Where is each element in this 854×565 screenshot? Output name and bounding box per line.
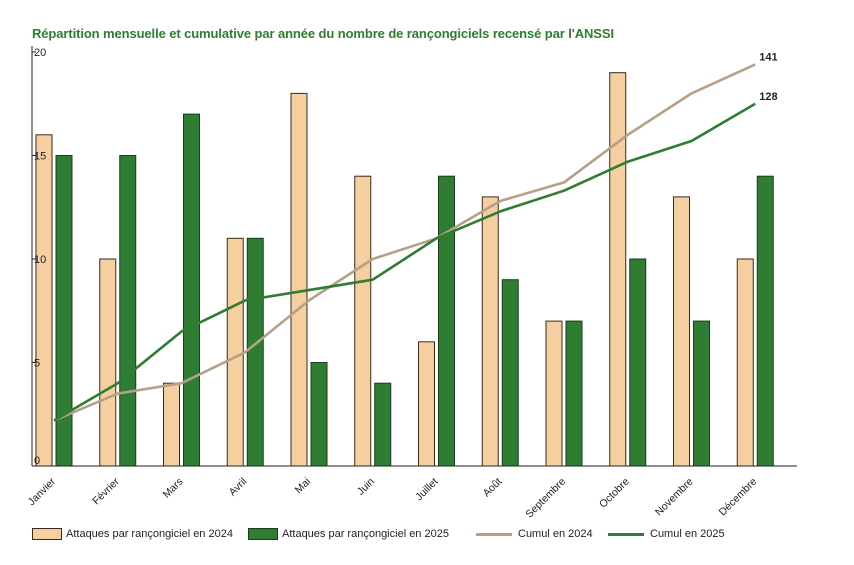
cumul-2024-line <box>53 63 756 422</box>
legend-item-cumul-2025: Cumul en 2025 <box>608 526 725 542</box>
bar-2024-9 <box>545 320 563 467</box>
y-tick-label: 20 <box>34 47 46 59</box>
bar-2025-11 <box>693 320 710 467</box>
bar-2025-7 <box>438 175 455 467</box>
y-tick-label: 0 <box>34 455 40 467</box>
bar-2025-10 <box>629 258 647 467</box>
x-tick-label: Juillet <box>413 476 441 504</box>
cumul-2025-line-end-label: 128 <box>759 91 777 103</box>
legend-item-bars-2025: Attaques par rançongiciel en 2025 <box>248 526 449 542</box>
bar-2025-4 <box>246 237 264 467</box>
legend-label-bars-2024: Attaques par rançongiciel en 2024 <box>66 528 233 540</box>
bar-2024-12 <box>736 258 754 467</box>
x-tick-label: Avril <box>227 476 250 499</box>
y-tick-label: 5 <box>34 358 40 370</box>
legend-swatch-cumul-2025 <box>608 532 644 536</box>
bar-2025-3 <box>183 113 200 467</box>
bar-2024-5 <box>290 92 308 467</box>
bar-2024-11 <box>673 196 690 467</box>
cumul-2024-line-end-label: 141 <box>759 51 777 63</box>
legend-label-bars-2025: Attaques par rançongiciel en 2025 <box>282 528 449 540</box>
x-tick-label: Février <box>90 475 122 507</box>
legend-swatch-bars-2025 <box>248 528 278 540</box>
chart-legend: Attaques par rançongiciel en 2024 Attaqu… <box>32 526 832 544</box>
chart-title: Répartition mensuelle et cumulative par … <box>32 26 614 41</box>
x-tick-label: Juin <box>355 476 377 498</box>
bar-2025-5 <box>310 362 328 467</box>
bar-2025-6 <box>374 382 392 467</box>
legend-label-cumul-2024: Cumul en 2024 <box>518 528 593 540</box>
legend-swatch-bars-2024 <box>32 528 62 540</box>
y-tick-label: 15 <box>34 151 46 163</box>
bar-2024-1 <box>35 134 53 467</box>
x-tick-label: Octobre <box>597 476 632 511</box>
bar-2025-9 <box>565 320 583 467</box>
bar-2024-8 <box>481 196 499 467</box>
y-tick-label: 10 <box>34 254 46 266</box>
bar-2024-2 <box>99 258 117 467</box>
x-tick-label: Septembre <box>523 476 568 521</box>
bar-2024-4 <box>226 237 244 467</box>
bar-2025-2 <box>119 155 137 467</box>
x-tick-label: Mai <box>293 476 313 496</box>
x-tick-label: Mars <box>161 476 186 501</box>
x-tick-label: Novembre <box>653 476 696 519</box>
legend-item-bars-2024: Attaques par rançongiciel en 2024 <box>32 526 233 542</box>
legend-item-cumul-2024: Cumul en 2024 <box>476 526 593 542</box>
bar-2024-3 <box>163 382 180 467</box>
x-tick-label: Décembre <box>717 476 760 519</box>
bar-2025-8 <box>501 279 519 467</box>
bar-2025-12 <box>756 175 774 467</box>
cumul-2025-line <box>53 102 756 422</box>
x-tick-label: Août <box>481 476 505 500</box>
x-tick-label: Janvier <box>26 475 59 508</box>
legend-swatch-cumul-2024 <box>476 532 512 536</box>
bar-2024-7 <box>418 341 435 467</box>
bar-2024-6 <box>354 175 372 467</box>
bar-2024-10 <box>609 72 627 467</box>
legend-label-cumul-2025: Cumul en 2025 <box>650 528 725 540</box>
